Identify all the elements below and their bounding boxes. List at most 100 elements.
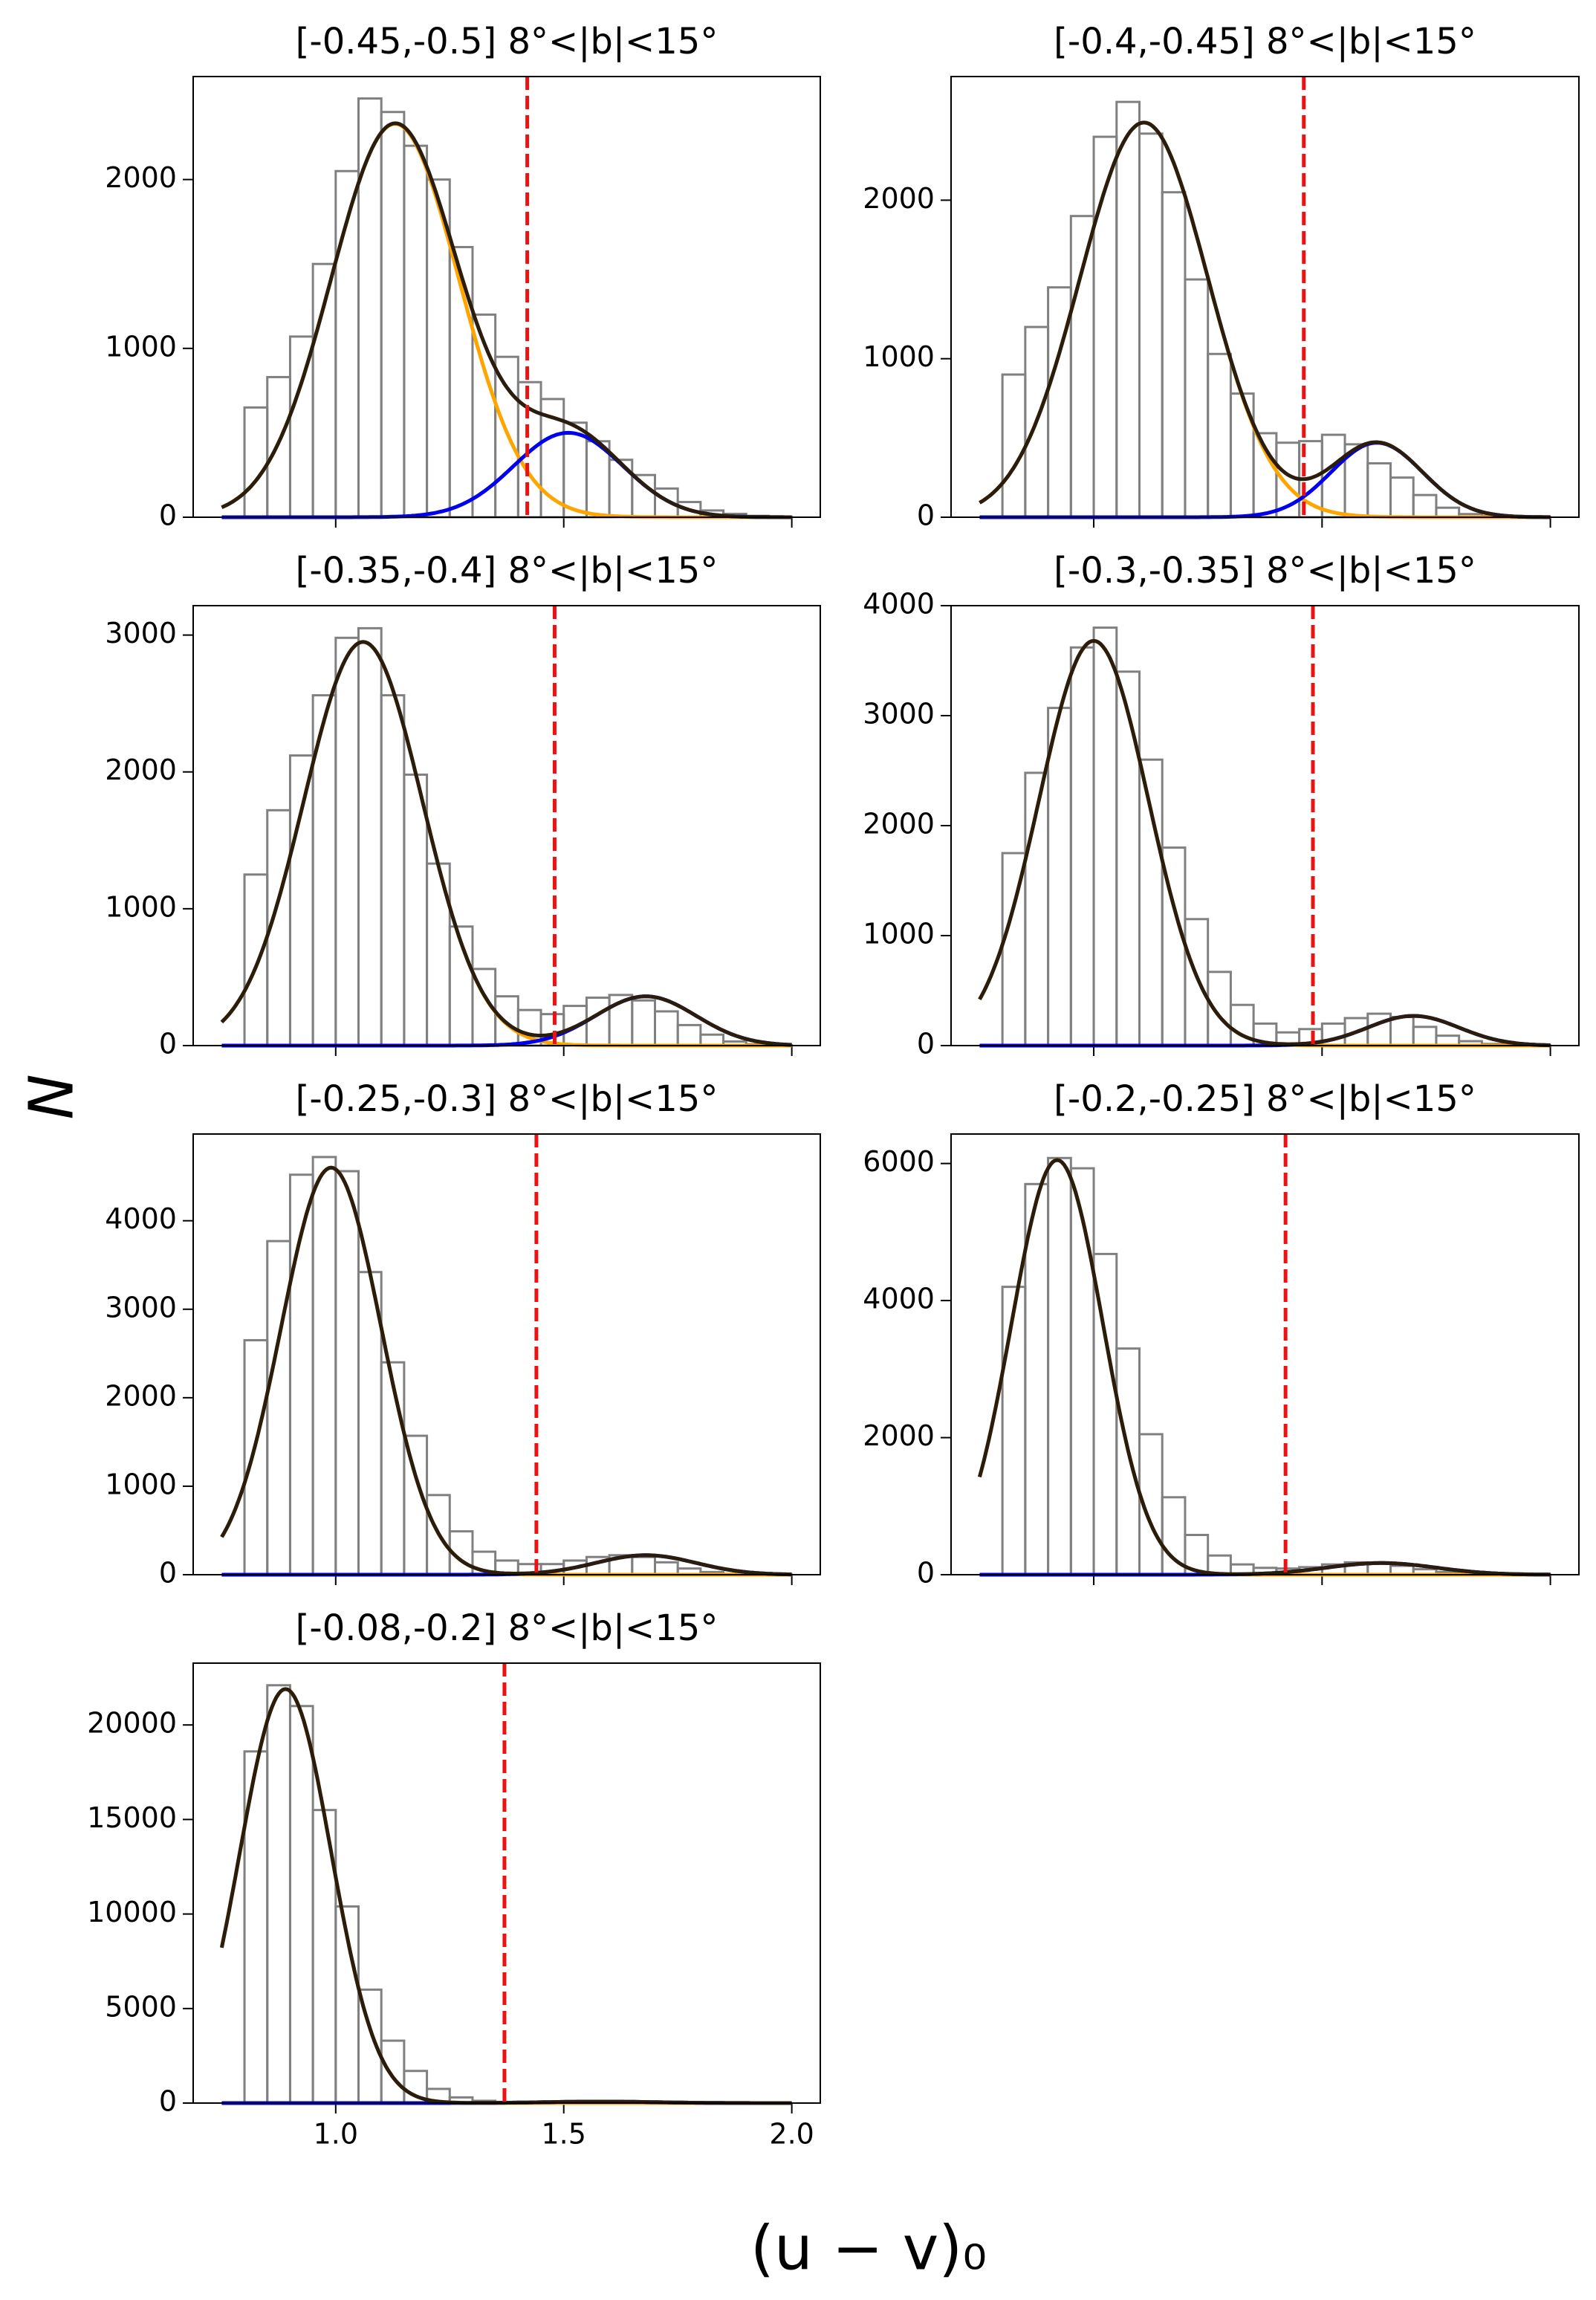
fit-component [979,120,1551,519]
histogram-bar [1115,1347,1141,1576]
y-tick-label: 0 [159,499,177,532]
y-tick-label: 3000 [105,617,177,649]
histogram-bar [1069,646,1095,1047]
panel-title: [-0.35,-0.4] 8°<|b|<15° [296,550,718,592]
y-tick-label: 1000 [105,1468,177,1500]
histogram-bar [288,1705,314,2105]
fit-total [220,640,792,1047]
y-tick-label: 1000 [863,340,935,373]
axes-frame [192,1133,821,1575]
axes-frame [192,76,821,518]
y-tick-label: 2000 [105,161,177,194]
axes-frame [950,76,1580,518]
histogram-bar [288,754,314,1047]
fit-component [978,638,1551,1048]
histogram-bar [334,1170,360,1576]
x-axis-label: (u − v)₀ [750,2213,987,2284]
y-tick-label: 3000 [863,698,935,731]
histogram-bar [1389,1016,1415,1047]
y-tick-label: 1000 [105,330,177,363]
panel-title: [-0.45,-0.5] 8°<|b|<15° [296,21,718,62]
y-tick-label: 2000 [863,182,935,215]
histogram-bar [1092,626,1118,1047]
y-tick-label: 10000 [87,1896,177,1928]
histogram-bar [631,1555,656,1576]
histogram-bar [1412,1026,1438,1047]
histogram-bar [380,111,406,519]
histogram-bar [585,997,611,1047]
y-tick-label: 15000 [87,1801,177,1834]
histogram-bar [403,773,429,1047]
fit-total [978,638,1551,1048]
fit-component [220,640,792,1048]
y-tick-label: 0 [159,1557,177,1590]
histogram-bar [631,473,656,519]
histogram-bar [288,335,314,519]
histogram-bar [403,1434,429,1576]
histogram-bar [266,1684,291,2105]
y-tick-label: 2000 [863,808,935,840]
panel-title: [-0.2,-0.25] 8°<|b|<15° [1054,1078,1476,1120]
y-tick-label: 4000 [863,588,935,621]
y-tick-label: 4000 [863,1283,935,1315]
y-axis-label: N [16,1074,87,1119]
histogram-bar [1047,1156,1072,1576]
axes-frame [192,1662,821,2104]
histogram-bar [311,1156,337,1576]
histogram-bar [380,1361,406,1576]
histogram-bar [676,1023,702,1047]
histogram-bar [1184,918,1210,1047]
histogram-bar [1115,670,1141,1047]
y-tick-label: 2000 [105,1379,177,1412]
panel-title: [-0.3,-0.35] 8°<|b|<15° [1054,550,1476,592]
y-tick-label: 20000 [87,1707,177,1740]
fit-total [221,121,792,519]
histogram-bar [1207,352,1232,519]
fit-total [979,120,1551,519]
x-tick-label: 2.0 [769,2118,814,2151]
histogram-bar [1184,278,1210,519]
histogram-bar [1366,461,1392,519]
axes-frame [950,1133,1580,1575]
histogram-bar [494,355,519,519]
axes-frame [192,605,821,1046]
y-tick-label: 5000 [105,1990,177,2023]
histogram-bar [243,1338,269,1576]
histogram-bar [243,406,269,519]
fit-component [220,1165,792,1577]
x-tick-label: 1.0 [314,2118,358,2151]
histogram-bar [1115,100,1141,519]
panel-title: [-0.08,-0.2] 8°<|b|<15° [296,1607,718,1649]
y-tick-label: 2000 [863,1419,935,1452]
y-tick-label: 1000 [863,918,935,950]
y-tick-label: 3000 [105,1291,177,1324]
histogram-bar [1207,971,1232,1047]
histogram-bar [1161,191,1187,519]
histogram-bar [380,694,406,1047]
fit-total [219,1687,792,2105]
y-tick-label: 6000 [863,1145,935,1178]
histogram-bar [1069,215,1095,519]
panel-title: [-0.4,-0.45] 8°<|b|<15° [1054,21,1476,62]
histogram-bar [380,2039,406,2105]
histogram-bar [1069,1167,1095,1576]
fit-component [221,122,792,519]
y-tick-label: 1000 [105,890,177,923]
y-tick-label: 0 [159,1028,177,1060]
y-tick-label: 0 [917,1557,935,1590]
panel-title: [-0.25,-0.3] 8°<|b|<15° [296,1078,718,1120]
histogram-bar [653,1010,679,1047]
x-tick-label: 1.5 [542,2118,586,2151]
axes-frame [950,605,1580,1046]
y-tick-label: 2000 [105,754,177,786]
histogram-bar [266,375,291,519]
histogram-bar [653,1561,679,1576]
y-tick-label: 4000 [105,1202,177,1235]
histogram-bar [1001,1286,1027,1576]
fit-component [219,1687,792,2105]
fit-component [221,430,792,519]
histogram-bar [357,626,383,1047]
histogram-bar [334,636,360,1047]
fit-component [977,1158,1551,1577]
histogram-bar [1047,707,1072,1047]
